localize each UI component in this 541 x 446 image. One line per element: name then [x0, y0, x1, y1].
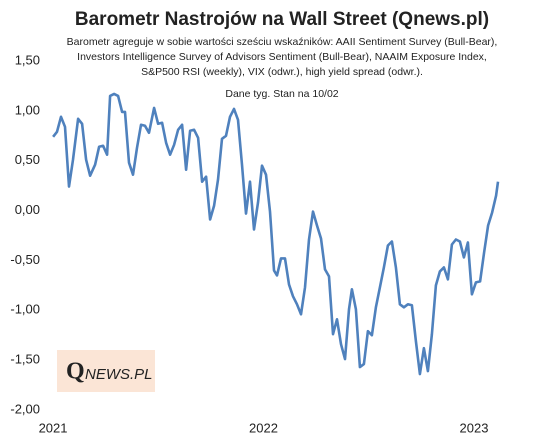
y-tick-label: -1,00 [10, 302, 40, 317]
y-tick-label: 0,50 [15, 152, 40, 167]
x-tick-label: 2023 [460, 420, 489, 435]
logo-q: Q [66, 359, 85, 385]
y-tick-label: 1,00 [15, 102, 40, 117]
chart-title: Barometr Nastrojów na Wall Street (Qnews… [75, 9, 489, 30]
subtitle-line: S&P500 RSI (weekly), VIX (odwr.), high y… [141, 66, 423, 78]
data-line [52, 92, 500, 376]
y-tick-label: 0,00 [15, 202, 40, 217]
subtitle-line: Investors Intelligence Survey of Advisor… [77, 51, 487, 63]
y-tick-label: -1,50 [10, 352, 40, 367]
y-tick-label: -0,50 [10, 252, 40, 267]
logo-box [57, 350, 155, 392]
annotation: Dane tyg. Stan na 10/02 [225, 88, 338, 100]
y-tick-label: -2,00 [10, 401, 40, 416]
y-tick-label: 1,50 [15, 52, 40, 67]
subtitle-line: Barometr agreguje w sobie wartości sześc… [67, 36, 498, 48]
logo-text: NEWS.PL [85, 366, 153, 383]
x-tick-label: 2022 [249, 420, 278, 435]
x-tick-label: 2021 [39, 420, 68, 435]
